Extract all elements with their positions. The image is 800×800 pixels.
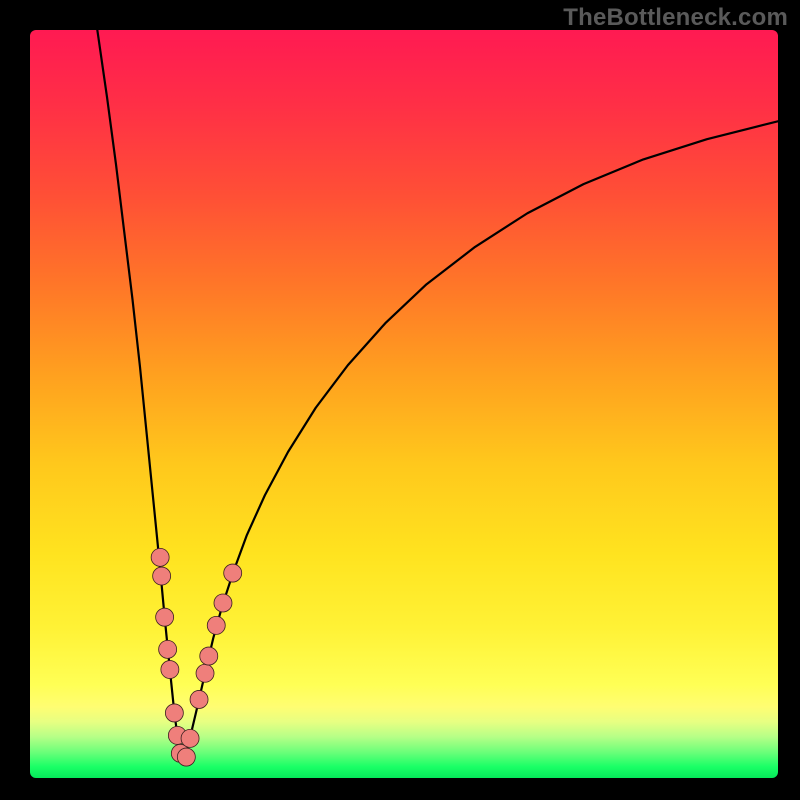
data-marker xyxy=(177,748,195,766)
data-marker xyxy=(207,616,225,634)
data-marker xyxy=(161,661,179,679)
data-marker xyxy=(196,664,214,682)
data-marker xyxy=(214,594,232,612)
chart-svg xyxy=(0,0,800,800)
watermark-text: TheBottleneck.com xyxy=(563,4,788,32)
data-marker xyxy=(153,567,171,585)
data-marker xyxy=(181,729,199,747)
data-marker xyxy=(156,608,174,626)
data-marker xyxy=(224,564,242,582)
plot-gradient-background xyxy=(30,30,778,778)
chart-stage: TheBottleneck.com xyxy=(0,0,800,800)
data-marker xyxy=(200,647,218,665)
data-marker xyxy=(159,640,177,658)
data-marker xyxy=(190,690,208,708)
data-marker xyxy=(165,704,183,722)
data-marker xyxy=(151,548,169,566)
